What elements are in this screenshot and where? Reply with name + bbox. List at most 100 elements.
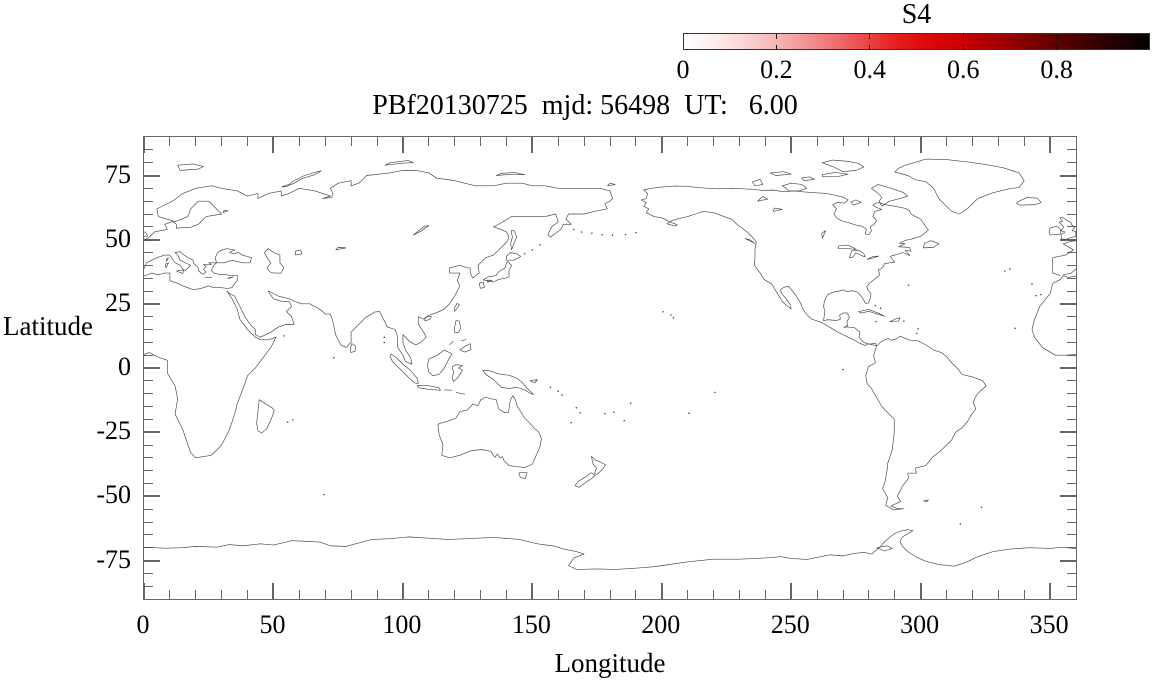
x-axis-tick	[221, 590, 223, 599]
y-axis-tick	[1060, 367, 1076, 369]
coastline	[479, 282, 484, 288]
x-axis-tick-label: 350	[1029, 610, 1069, 639]
coastline	[895, 159, 1024, 214]
colorbar-tick-label: 0.2	[760, 55, 793, 84]
y-axis-tick	[1067, 162, 1076, 164]
x-axis-tick	[480, 590, 482, 599]
x-axis-tick	[1049, 583, 1052, 599]
colorbar-tick	[775, 45, 777, 50]
x-axis-tick	[350, 137, 352, 146]
colorbar-tick	[869, 34, 871, 39]
island-dot	[611, 234, 614, 236]
coastline	[351, 344, 356, 353]
y-axis-tick	[1060, 174, 1076, 177]
x-axis-tick	[272, 583, 275, 599]
coastline	[281, 171, 321, 187]
x-axis-tick	[919, 583, 922, 599]
x-axis-tick	[531, 137, 534, 153]
y-axis-tick	[144, 393, 153, 395]
y-axis-tick	[1067, 406, 1076, 407]
island-dot	[539, 244, 541, 246]
island-dot	[604, 412, 606, 415]
y-axis-tick	[1067, 444, 1076, 446]
y-axis-tick-label: -25	[96, 416, 131, 446]
coastline	[923, 500, 928, 502]
x-axis-tick	[401, 137, 404, 153]
x-axis-tick	[971, 590, 973, 599]
colorbar-tick-label: 0.4	[853, 55, 887, 84]
y-axis-tick	[1067, 483, 1076, 484]
coastline	[867, 256, 879, 259]
y-axis-tick	[144, 264, 153, 266]
coastline	[413, 226, 429, 235]
coastline	[758, 197, 768, 202]
colorbar-tick	[962, 34, 964, 39]
x-axis-tick	[169, 137, 171, 146]
x-axis-tick	[480, 137, 482, 146]
island-dot	[579, 412, 582, 414]
coastline	[838, 245, 857, 249]
colorbar-tick	[962, 45, 964, 50]
x-axis-tick	[997, 137, 999, 146]
y-axis-tick	[1067, 290, 1076, 292]
x-axis-tick	[376, 590, 378, 599]
x-axis-tick	[868, 590, 870, 599]
x-axis-tick	[713, 590, 715, 599]
x-axis-tick-label: 150	[511, 610, 551, 639]
island-dot	[1014, 327, 1016, 329]
x-axis-tick	[842, 590, 844, 599]
coastline	[444, 390, 452, 391]
y-axis-tick	[144, 290, 153, 292]
y-axis-tick	[144, 431, 160, 434]
island-dot	[283, 335, 285, 337]
coastline	[165, 263, 168, 268]
coastline	[215, 249, 251, 263]
coastline	[455, 303, 460, 311]
x-axis-tick	[713, 137, 715, 146]
y-axis-tick-label: -75	[96, 544, 131, 574]
x-axis-tick	[1049, 137, 1052, 153]
island-dot	[575, 407, 578, 409]
coastline	[452, 365, 462, 382]
x-axis-tick	[247, 590, 249, 599]
y-axis-tick	[1067, 547, 1076, 549]
y-axis-tick	[1067, 252, 1076, 253]
x-axis-tick	[195, 137, 197, 146]
coastline	[427, 350, 452, 376]
island-dot	[323, 493, 325, 496]
y-axis-tick	[144, 200, 153, 202]
y-axis-tick	[144, 149, 153, 151]
coastline	[822, 172, 848, 176]
island-dot	[907, 284, 910, 286]
y-axis-tick	[1067, 316, 1076, 318]
y-axis-tick	[1067, 264, 1076, 266]
coastline	[511, 231, 517, 250]
island-dot	[635, 231, 637, 234]
island-dot	[662, 311, 664, 313]
x-axis-tick	[868, 137, 870, 146]
x-axis-tick	[169, 590, 171, 599]
y-axis-tick	[144, 162, 153, 164]
y-axis-tick	[144, 521, 153, 523]
y-axis-label: Latitude	[3, 311, 93, 341]
coastline	[822, 160, 863, 172]
coastline	[425, 317, 431, 321]
coastline	[295, 250, 301, 255]
coastline	[487, 280, 492, 282]
x-axis-tick	[401, 583, 404, 599]
y-axis-tick	[1067, 187, 1076, 189]
x-axis-tick	[505, 590, 507, 599]
x-axis-tick	[635, 590, 637, 599]
island-dot	[549, 386, 552, 389]
x-axis-tick	[505, 137, 507, 146]
coastline	[460, 344, 471, 352]
y-axis-tick	[1067, 329, 1076, 330]
x-axis-tick-label: 0	[136, 610, 150, 639]
y-axis-tick	[1060, 302, 1076, 305]
x-axis-tick	[376, 137, 378, 146]
coastline	[144, 232, 148, 236]
coastline	[1049, 226, 1060, 235]
y-axis-tick	[1067, 380, 1076, 382]
coastline	[1032, 276, 1076, 356]
coastline	[1059, 218, 1076, 240]
